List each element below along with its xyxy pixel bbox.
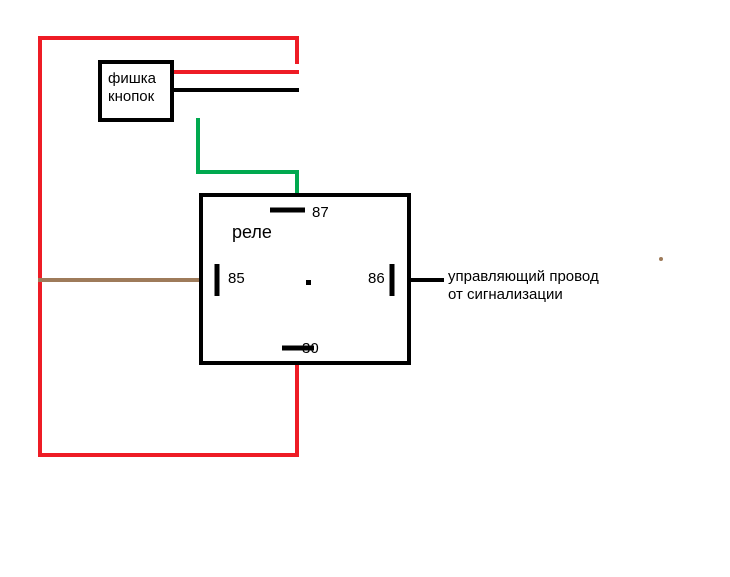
relay-pin-87-label: 87 (312, 204, 329, 222)
relay-pin-30-label: 30 (302, 340, 319, 358)
relay-center-dot (306, 280, 311, 285)
relay-pin-85-label: 85 (228, 270, 245, 288)
relay-pin-86-label: 86 (368, 270, 385, 288)
wire-green (198, 120, 297, 195)
wiring-diagram: фишка кнопок реле 87 85 86 30 управляющи… (0, 0, 730, 572)
signal-wire-label-line2: от сигнализации (448, 286, 599, 304)
relay-label: реле (232, 222, 272, 244)
stray-dot (659, 257, 663, 261)
wire-red-bottom (40, 363, 297, 455)
signal-wire-label-line1: управляющий провод (448, 268, 599, 286)
connector-label: фишка кнопок (108, 70, 156, 106)
signal-wire-label: управляющий провод от сигнализации (448, 268, 599, 304)
